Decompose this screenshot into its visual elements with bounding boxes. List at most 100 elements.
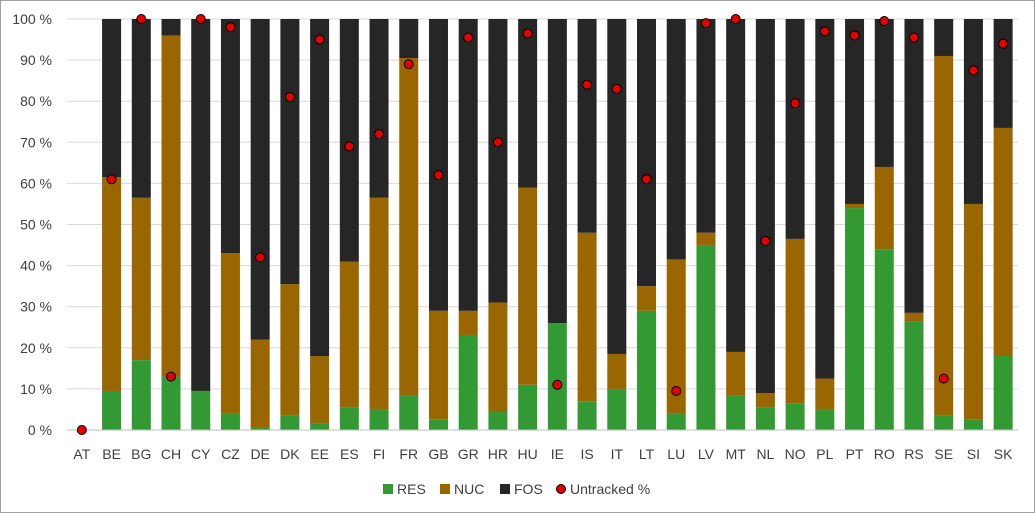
x-tick-label: FR bbox=[399, 446, 418, 462]
untracked-point-no bbox=[790, 98, 801, 109]
x-tick-label: BG bbox=[131, 446, 151, 462]
x-tick-label: HU bbox=[518, 446, 538, 462]
bar-nuc-cz bbox=[220, 253, 240, 414]
untracked-point-lu bbox=[671, 385, 682, 396]
y-tick-label: 70 % bbox=[20, 134, 52, 150]
bar-nuc-gb bbox=[428, 310, 448, 420]
bar-nuc-nl bbox=[755, 393, 775, 408]
untracked-point-de bbox=[255, 252, 266, 263]
untracked-point-gr bbox=[463, 32, 474, 43]
untracked-point-se bbox=[938, 373, 949, 384]
untracked-point-mt bbox=[730, 14, 741, 24]
legend-swatch-fos bbox=[500, 484, 510, 494]
bar-fos-nl bbox=[755, 19, 775, 394]
bar-nuc-is bbox=[577, 232, 597, 402]
legend-swatch-untracked bbox=[556, 484, 566, 494]
bar-fos-no bbox=[785, 19, 805, 239]
untracked-point-it bbox=[611, 83, 622, 94]
bars bbox=[102, 19, 1013, 430]
x-tick-label: CY bbox=[191, 446, 211, 462]
x-tick-label: CH bbox=[161, 446, 181, 462]
x-tick-label: ES bbox=[340, 446, 359, 462]
untracked-point-gb bbox=[433, 170, 444, 181]
bar-nuc-lu bbox=[666, 259, 686, 414]
x-tick-label: RO bbox=[874, 446, 895, 462]
x-tick-label: FI bbox=[373, 446, 385, 462]
untracked-point-ie bbox=[552, 379, 563, 390]
bar-fos-lt bbox=[637, 19, 657, 287]
untracked-point-be bbox=[106, 174, 117, 185]
bar-res-bg bbox=[131, 360, 151, 430]
bar-fos-fr bbox=[399, 19, 419, 59]
untracked-point-cy bbox=[195, 14, 206, 24]
x-tick-label: LT bbox=[639, 446, 655, 462]
x-tick-label: SK bbox=[994, 446, 1013, 462]
bar-res-rs bbox=[904, 321, 924, 430]
x-tick-label: PT bbox=[846, 446, 864, 462]
bar-res-ie bbox=[547, 323, 567, 430]
bar-nuc-lv bbox=[696, 232, 716, 246]
bar-nuc-ch bbox=[161, 35, 181, 377]
bar-fos-lv bbox=[696, 19, 716, 233]
untracked-point-pl bbox=[819, 26, 830, 37]
x-tick-label: LU bbox=[667, 446, 685, 462]
bar-res-cz bbox=[220, 413, 240, 430]
legend-swatch-res bbox=[383, 484, 393, 494]
bar-nuc-be bbox=[102, 177, 122, 391]
x-tick-label: LV bbox=[698, 446, 715, 462]
bar-fos-se bbox=[934, 19, 954, 56]
bar-nuc-sk bbox=[993, 127, 1013, 357]
bar-res-pt bbox=[845, 208, 865, 430]
y-tick-label: 50 % bbox=[20, 217, 52, 233]
bar-nuc-ee bbox=[310, 356, 330, 424]
untracked-point-rs bbox=[908, 32, 919, 43]
bar-res-fr bbox=[399, 395, 419, 430]
bar-res-hu bbox=[518, 384, 538, 430]
bar-fos-ie bbox=[547, 19, 567, 324]
bar-fos-hr bbox=[488, 19, 508, 303]
x-tick-label: IT bbox=[611, 446, 624, 462]
bar-nuc-hr bbox=[488, 302, 508, 412]
y-tick-label: 30 % bbox=[20, 299, 52, 315]
bar-fos-de bbox=[250, 19, 270, 340]
y-tick-label: 40 % bbox=[20, 258, 52, 274]
bar-res-sk bbox=[993, 356, 1013, 430]
bar-fos-is bbox=[577, 19, 597, 233]
legend-label: Untracked % bbox=[570, 481, 650, 497]
x-tick-label: GB bbox=[428, 446, 448, 462]
untracked-point-lt bbox=[641, 174, 652, 185]
x-tick-label: EE bbox=[310, 446, 329, 462]
bar-fos-rs bbox=[904, 19, 924, 313]
bar-fos-ch bbox=[161, 19, 181, 36]
bar-nuc-si bbox=[963, 203, 983, 420]
x-tick-label: NO bbox=[785, 446, 806, 462]
x-tick-label: IE bbox=[551, 446, 564, 462]
legend-label: FOS bbox=[514, 481, 543, 497]
bar-fos-gb bbox=[428, 19, 448, 311]
bar-fos-it bbox=[607, 19, 627, 354]
bar-res-cy bbox=[191, 390, 211, 430]
bar-nuc-lt bbox=[637, 286, 657, 311]
bar-fos-be bbox=[102, 19, 122, 178]
bar-nuc-dk bbox=[280, 284, 300, 416]
untracked-point-dk bbox=[284, 92, 295, 103]
legend-label: RES bbox=[397, 481, 426, 497]
legend-label: NUC bbox=[454, 481, 484, 497]
y-tick-label: 10 % bbox=[20, 381, 52, 397]
bar-res-lt bbox=[637, 310, 657, 430]
y-tick-label: 100 % bbox=[12, 11, 52, 27]
bar-res-it bbox=[607, 388, 627, 430]
bar-fos-ro bbox=[874, 19, 894, 167]
x-tick-label: SI bbox=[967, 446, 980, 462]
untracked-point-fr bbox=[403, 59, 414, 70]
y-tick-label: 20 % bbox=[20, 340, 52, 356]
bar-fos-gr bbox=[458, 19, 478, 311]
bar-fos-hu bbox=[518, 19, 538, 188]
bar-fos-pt bbox=[845, 19, 865, 204]
bar-res-gb bbox=[428, 419, 448, 430]
bar-nuc-hu bbox=[518, 187, 538, 385]
bar-res-si bbox=[963, 419, 983, 430]
x-tick-label: SE bbox=[934, 446, 953, 462]
untracked-point-fi bbox=[374, 129, 385, 140]
bar-fos-pl bbox=[815, 19, 835, 379]
